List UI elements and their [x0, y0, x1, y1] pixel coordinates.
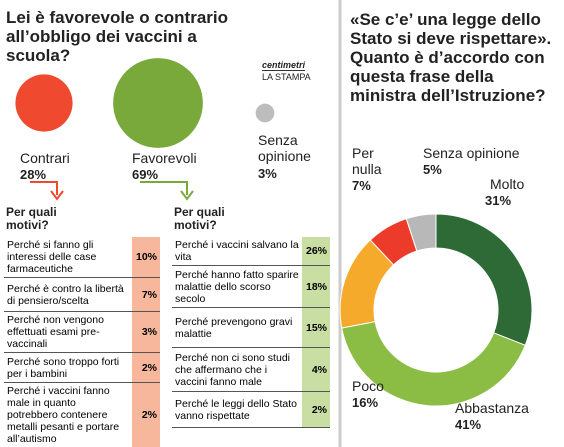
brand: centimetri — [262, 60, 306, 71]
chart-title: «Se c’e’ una legge dello Stato si deve r… — [350, 10, 552, 105]
percent: 10% — [132, 237, 160, 278]
percent: 15% — [302, 307, 330, 348]
table-header: Per quali motivi? — [6, 205, 57, 232]
percent: 2% — [132, 382, 160, 447]
table-row: Perché non vengono effettuati esami pre-… — [4, 311, 160, 353]
percent: 26% — [302, 237, 330, 266]
donut-slice — [405, 213, 437, 252]
table-row: Perché non ci sono studi che affermano c… — [172, 347, 330, 392]
arrow — [30, 181, 64, 201]
reason: Perché le leggi dello Stato vanno rispet… — [172, 391, 302, 428]
value-label: 16% — [352, 395, 379, 410]
donut-slice — [435, 213, 533, 346]
percent: 2% — [302, 391, 330, 428]
category-label: Molto — [490, 176, 525, 192]
table-header: Per quali motivi? — [174, 205, 225, 232]
table-row: Perché si fanno gli interessi delle case… — [4, 237, 160, 278]
donut-slice — [341, 321, 526, 407]
reasons-table: Perché i vaccini salvano la vita 26% Perch… — [172, 237, 330, 428]
arrow — [140, 181, 194, 201]
reason: Perché sono troppo forti per i bambini — [4, 352, 132, 383]
value-label: 69% — [132, 167, 159, 182]
value-label: 3% — [258, 166, 277, 181]
chart-title: Lei è favorevole o contrario all’obbligo… — [6, 8, 229, 65]
table-row: Perché hanno fatto sparire malattie dell… — [172, 265, 330, 308]
bubble — [255, 103, 275, 123]
category-label: Senza opinione — [423, 145, 520, 161]
category-label: Per nulla — [352, 145, 382, 177]
value-label: 31% — [485, 193, 512, 208]
reason: Perché i vaccini salvano la vita — [172, 237, 302, 266]
reason: Perché prevengono gravi malattie — [172, 307, 302, 348]
value-label: 41% — [455, 417, 482, 432]
table-row: Perché prevengono gravi malattie 15% — [172, 307, 330, 348]
table-row: Perché le leggi dello Stato vanno rispet… — [172, 391, 330, 428]
table-row: Perché i vaccini salvano la vita 26% — [172, 237, 330, 266]
table-row: Perché sono troppo forti per i bambini 2% — [4, 352, 160, 383]
category-label: Poco — [352, 378, 384, 394]
outlet: LA STAMPA — [262, 72, 311, 82]
category-label: Favorevoli — [132, 150, 197, 166]
table-row: Perché i vaccini fanno male in quanto po… — [4, 382, 160, 447]
percent: 7% — [132, 277, 160, 312]
value-label: 28% — [20, 167, 47, 182]
reasons-table: Perché si fanno gli interessi delle case… — [4, 237, 160, 447]
reason: Perché è contro la libertà di pensiero/s… — [4, 277, 132, 312]
reason: Perché i vaccini fanno male in quanto po… — [4, 382, 132, 447]
percent: 18% — [302, 265, 330, 308]
table-row: Perché è contro la libertà di pensiero/s… — [4, 277, 160, 312]
percent: 2% — [132, 352, 160, 383]
category-label: Abbastanza — [455, 400, 529, 416]
value-label: 7% — [352, 178, 371, 193]
percent: 4% — [302, 347, 330, 392]
reason: Perché si fanno gli interessi delle case… — [4, 237, 132, 278]
category-label: Senza opinione — [258, 132, 311, 164]
bubble — [113, 58, 203, 148]
reason: Perché non vengono effettuati esami pre-… — [4, 311, 132, 353]
bubble — [15, 74, 73, 132]
category-label: Contrari — [20, 150, 70, 166]
percent: 3% — [132, 311, 160, 353]
value-label: 5% — [423, 162, 442, 177]
reason: Perché hanno fatto sparire malattie dell… — [172, 265, 302, 308]
reason: Perché non ci sono studi che affermano c… — [172, 347, 302, 392]
